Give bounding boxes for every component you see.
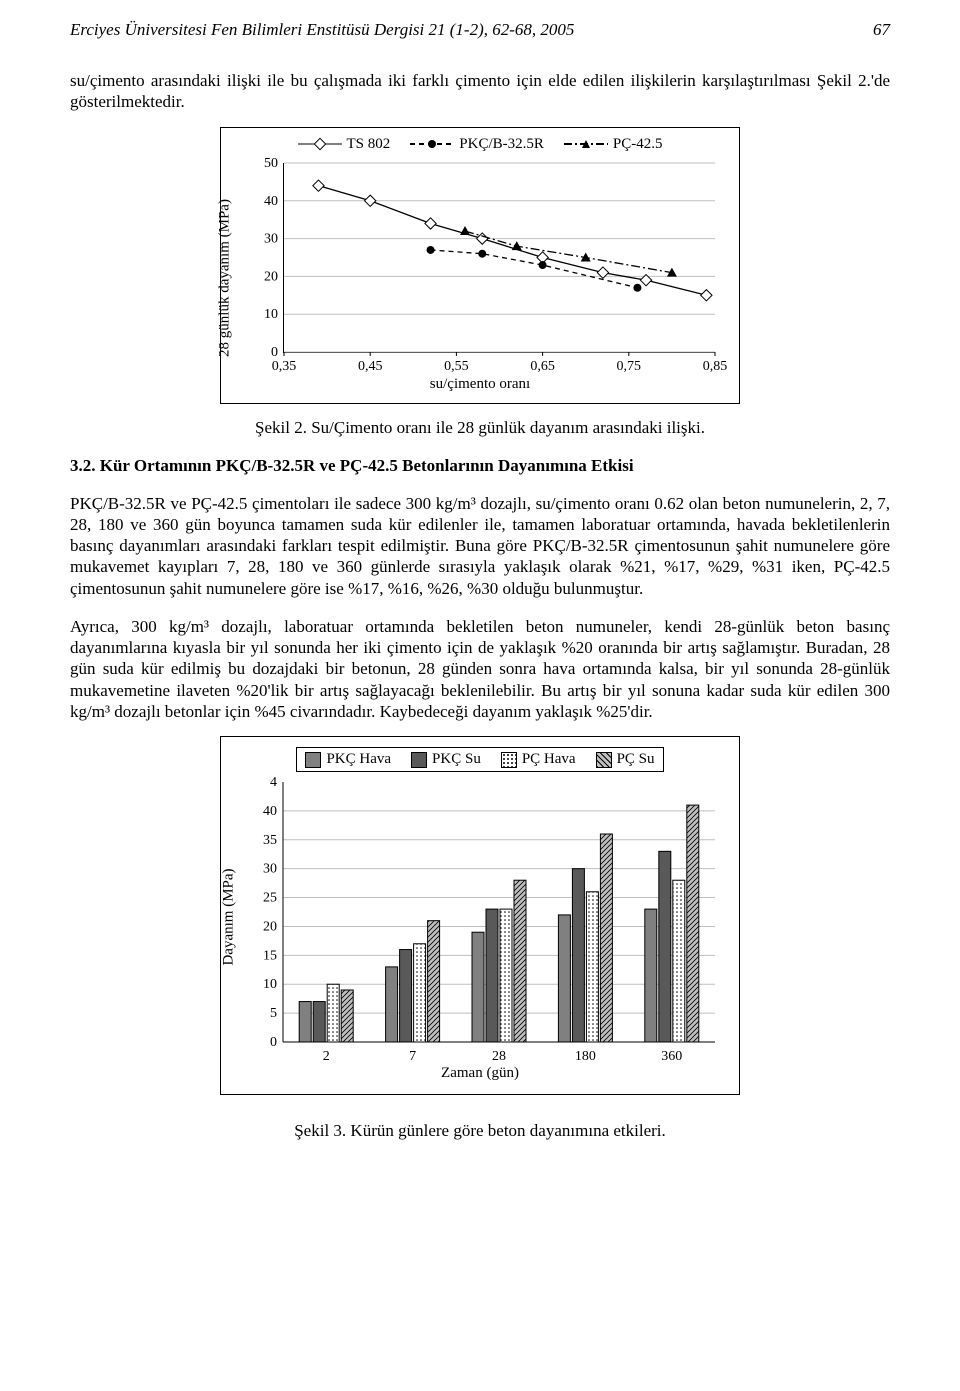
svg-text:0,85: 0,85	[703, 359, 728, 374]
chart2-legend: PKÇ Hava PKÇ Su PÇ Hava PÇ Su	[296, 747, 663, 772]
svg-text:7: 7	[409, 1049, 416, 1064]
svg-text:30: 30	[263, 862, 277, 877]
legend-item: PKÇ Hava	[305, 751, 391, 768]
svg-text:0,55: 0,55	[444, 359, 469, 374]
chart1-legend: TS 802 PKÇ/B-32.5R PÇ-42.5	[235, 136, 725, 153]
svg-text:0,35: 0,35	[272, 359, 297, 374]
svg-text:0: 0	[270, 1035, 277, 1050]
paragraph-3: Ayrıca, 300 kg/m³ dozajlı, laboratuar or…	[70, 616, 890, 722]
legend-item: PÇ Hava	[501, 751, 576, 768]
legend-label-ts802: TS 802	[347, 136, 391, 153]
svg-text:40: 40	[264, 193, 278, 208]
chart-1: TS 802 PKÇ/B-32.5R PÇ-42.5 28 günlük day…	[220, 127, 740, 404]
chart1-ylabel: 28 günlük dayanım (MPa)	[217, 199, 234, 357]
chart2-xlabel: Zaman (gün)	[235, 1065, 725, 1082]
paragraph-1: su/çimento arasındaki ilişki ile bu çalı…	[70, 70, 890, 113]
legend-label-pkcb: PKÇ/B-32.5R	[459, 136, 544, 153]
figure-3-caption: Şekil 3. Kürün günlere göre beton dayanı…	[70, 1121, 890, 1141]
svg-text:0: 0	[271, 345, 278, 360]
section-3-2-heading: 3.2. Kür Ortamının PKÇ/B-32.5R ve PÇ-42.…	[70, 456, 890, 476]
chart2-body: Dayanım (MPa) 05101520253035404272818036…	[235, 782, 725, 1082]
svg-text:10: 10	[263, 977, 277, 992]
chart1-xlabel: su/çimento oranı	[235, 376, 725, 393]
chart1-plot-area: 010203040500,350,450,550,650,750,85	[283, 163, 715, 353]
legend-item: PÇ Su	[596, 751, 655, 768]
svg-text:2: 2	[323, 1049, 330, 1064]
svg-text:4: 4	[270, 775, 277, 790]
paragraph-2: PKÇ/B-32.5R ve PÇ-42.5 çimentoları ile s…	[70, 493, 890, 599]
svg-text:10: 10	[264, 307, 278, 322]
svg-text:0,45: 0,45	[358, 359, 383, 374]
svg-text:20: 20	[264, 269, 278, 284]
chart1-body: 28 günlük dayanım (MPa) 010203040500,350…	[235, 163, 725, 393]
legend-label-pc: PÇ-42.5	[613, 136, 663, 153]
legend-swatch-pc	[564, 137, 608, 151]
legend-item-ts802: TS 802	[298, 136, 391, 153]
svg-text:0,75: 0,75	[617, 359, 642, 374]
svg-text:0,65: 0,65	[530, 359, 555, 374]
svg-text:28: 28	[492, 1049, 506, 1064]
chart-2: PKÇ Hava PKÇ Su PÇ Hava PÇ Su Dayanım (MPa)…	[220, 736, 740, 1095]
chart2-plot-area: 051015202530354042728180360	[283, 782, 715, 1042]
svg-text:20: 20	[263, 919, 277, 934]
svg-text:50: 50	[264, 156, 278, 171]
legend-swatch-ts802	[298, 137, 342, 151]
page: Erciyes Üniversitesi Fen Bilimleri Ensti…	[0, 0, 960, 1391]
svg-text:360: 360	[661, 1049, 682, 1064]
svg-text:40: 40	[263, 804, 277, 819]
legend-item: PKÇ Su	[411, 751, 481, 768]
page-number: 67	[873, 20, 890, 40]
svg-text:180: 180	[575, 1049, 596, 1064]
svg-text:35: 35	[263, 833, 277, 848]
svg-text:5: 5	[270, 1006, 277, 1021]
running-header: Erciyes Üniversitesi Fen Bilimleri Ensti…	[70, 20, 890, 40]
svg-text:30: 30	[264, 231, 278, 246]
chart2-ylabel: Dayanım (MPa)	[221, 868, 238, 965]
legend-item-pc: PÇ-42.5	[564, 136, 663, 153]
legend-swatch-pkcb	[410, 137, 454, 151]
figure-2-caption: Şekil 2. Su/Çimento oranı ile 28 günlük …	[70, 418, 890, 438]
legend-item-pkcb: PKÇ/B-32.5R	[410, 136, 544, 153]
journal-title: Erciyes Üniversitesi Fen Bilimleri Ensti…	[70, 20, 574, 40]
svg-text:25: 25	[263, 891, 277, 906]
svg-text:15: 15	[263, 948, 277, 963]
